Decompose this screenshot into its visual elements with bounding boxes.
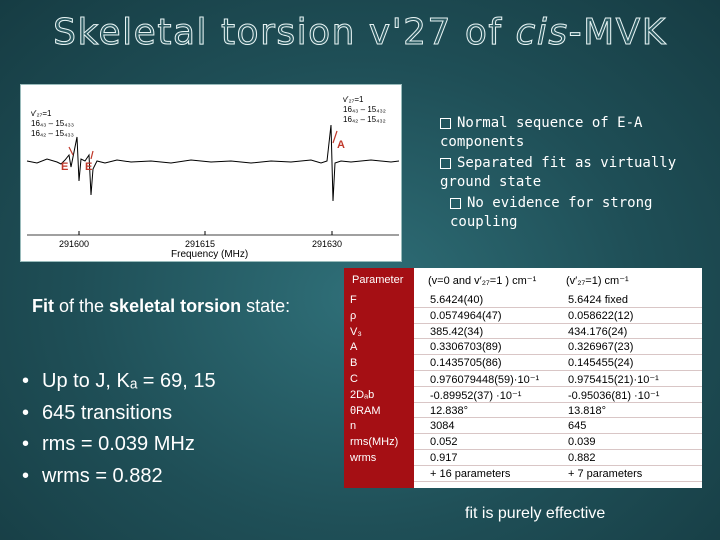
- note-item: Normal sequence of E-A components: [440, 114, 710, 152]
- table-row-divider: [414, 322, 702, 324]
- note-item: No evidence for strong coupling: [440, 194, 710, 232]
- header-parameter: Parameter: [352, 274, 404, 286]
- value-col2: 0.326967(23): [568, 341, 634, 354]
- fit-prefix: Fit: [32, 296, 54, 316]
- param-column: [344, 268, 414, 488]
- fit-mid: of the: [54, 296, 110, 316]
- value-col2: 0.882: [568, 452, 596, 464]
- value-col1: 385.42(34): [430, 325, 484, 338]
- param-name: A: [350, 341, 358, 354]
- checkbox-icon: [440, 157, 451, 169]
- table-row-divider: [414, 354, 702, 356]
- tick-label-3: 291630: [312, 239, 343, 249]
- table-row-divider: [414, 480, 702, 482]
- note-item: Separated fit as virtually ground state: [440, 154, 710, 192]
- title-prefix: Skeletal torsion v'27 of: [53, 12, 516, 54]
- bullet-item: • Up to J, Kₐ = 69, 15: [22, 370, 216, 392]
- value-col1: 0.3306703(89): [430, 341, 502, 354]
- x-axis-label: Frequency (MHz): [171, 249, 249, 260]
- param-name: n: [350, 420, 357, 433]
- spectrum-label-right-2: 16₄₂ – 15₄₃₂: [343, 115, 386, 124]
- value-col1: + 16 parameters: [430, 467, 511, 480]
- note-text: Normal sequence of E-A components: [440, 115, 643, 150]
- checkbox-icon: [450, 197, 461, 209]
- value-col1: 0.0574964(47): [430, 309, 502, 322]
- value-col2: -0.95036(81) ·10⁻¹: [568, 389, 660, 402]
- bullet-text: Up to J, Kₐ = 69, 15: [42, 370, 216, 392]
- value-col1: 0.917: [430, 452, 458, 464]
- note-text: Separated fit as virtually ground state: [440, 155, 677, 190]
- table-row-divider: [414, 449, 702, 450]
- parameter-table: Parameter (v=0 and v′₂₇=1 ) cm⁻¹ (v′₂₇=1…: [344, 268, 702, 488]
- value-col2: 5.6424 fixed: [568, 294, 628, 306]
- table-row-divider: [414, 417, 702, 419]
- marker-e-right: E: [85, 161, 93, 173]
- bullet-item: • 645 transitions: [22, 401, 173, 424]
- value-col2: 13.818°: [568, 404, 607, 417]
- title-suffix: -MVK: [568, 12, 667, 54]
- fit-heading: Fit of the skeletal torsion state:: [32, 296, 290, 317]
- value-col1: 5.6424(40): [430, 294, 484, 306]
- value-col1: 0.976079448(59)·10⁻¹: [430, 374, 540, 386]
- value-col2: 434.176(24): [568, 325, 628, 338]
- tick-label-2: 291615: [185, 239, 216, 249]
- value-col2: 0.058622(12): [568, 309, 634, 322]
- spectrum-label-right-vt: v′₂₇=1: [343, 95, 364, 104]
- tick-label-1: 291600: [59, 239, 90, 249]
- table-row-divider: [414, 433, 702, 435]
- value-col2: 0.039: [568, 436, 596, 449]
- param-name: θRAM: [350, 404, 381, 417]
- marker-e-left: E: [61, 161, 69, 173]
- value-col1: 0.1435705(86): [430, 357, 502, 370]
- slide-title: Skeletal torsion v'27 of cis-MVK: [0, 12, 720, 54]
- notes-list: Normal sequence of E-A components Separa…: [440, 114, 710, 232]
- note-text: No evidence for strong coupling: [450, 195, 653, 230]
- param-name: C: [350, 373, 358, 385]
- bullet-text: 645 transitions: [42, 401, 173, 424]
- value-col2: + 7 parameters: [568, 467, 643, 480]
- spectrum-label-left-1: 16₄₃ – 15₄₃₃: [31, 119, 74, 128]
- spectrum-label-right-1: 16₄₃ – 15₄₃₂: [343, 105, 386, 114]
- bullet-text: wrms = 0.882: [42, 464, 163, 487]
- param-name: 2Dₐb: [350, 388, 375, 401]
- bullet-text: rms = 0.039 MHz: [42, 433, 195, 455]
- spectrum-label-left-vt: v′₂₇=1: [31, 109, 52, 118]
- param-name: rms(MHz): [350, 436, 399, 449]
- value-col1: -0.89952(37) ·10⁻¹: [430, 389, 522, 402]
- checkbox-icon: [440, 117, 451, 129]
- marker-a: A: [337, 139, 345, 151]
- param-name: V₃: [350, 325, 362, 338]
- fit-bold: skeletal torsion: [109, 296, 242, 316]
- header-col2: (v′₂₇=1) cm⁻¹: [566, 275, 629, 287]
- bullet-item: • rms = 0.039 MHz: [22, 433, 195, 455]
- spectrum-plot: v′₂₇=1 16₄₃ – 15₄₃₃ 16₄₂ – 15₄₃₃ v′₂₇=1 …: [20, 84, 402, 262]
- fit-bullets: • Up to J, Kₐ = 69, 15 • 645 transitions •…: [22, 366, 216, 492]
- title-italic: cis: [515, 12, 569, 54]
- bullet-item: • wrms = 0.882: [22, 464, 163, 487]
- param-name: wrms: [350, 452, 377, 464]
- table-row-divider: [414, 385, 702, 387]
- value-col1: 12.838°: [430, 404, 469, 417]
- fit-suffix: state:: [241, 296, 291, 316]
- table-row-divider: [414, 401, 702, 403]
- spectrum-label-left-2: 16₄₂ – 15₄₃₃: [31, 129, 74, 138]
- table-row-divider: [414, 338, 702, 340]
- value-col2: 645: [568, 420, 587, 433]
- spectrum-trace: [26, 124, 400, 236]
- table-row-divider: [414, 370, 702, 371]
- table-row-divider: [414, 306, 702, 308]
- table-row-divider: [414, 464, 702, 466]
- value-col2: 0.145455(24): [568, 357, 634, 370]
- header-col1: (v=0 and v′₂₇=1 ) cm⁻¹: [428, 275, 537, 287]
- param-name: ρ: [350, 309, 357, 322]
- param-name: B: [350, 357, 358, 370]
- param-name: F: [350, 294, 357, 306]
- value-col2: 0.975415(21)·10⁻¹: [568, 374, 659, 386]
- footer-note: fit is purely effective: [465, 505, 606, 522]
- value-col1: 3084: [430, 420, 455, 433]
- value-col1: 0.052: [430, 436, 458, 449]
